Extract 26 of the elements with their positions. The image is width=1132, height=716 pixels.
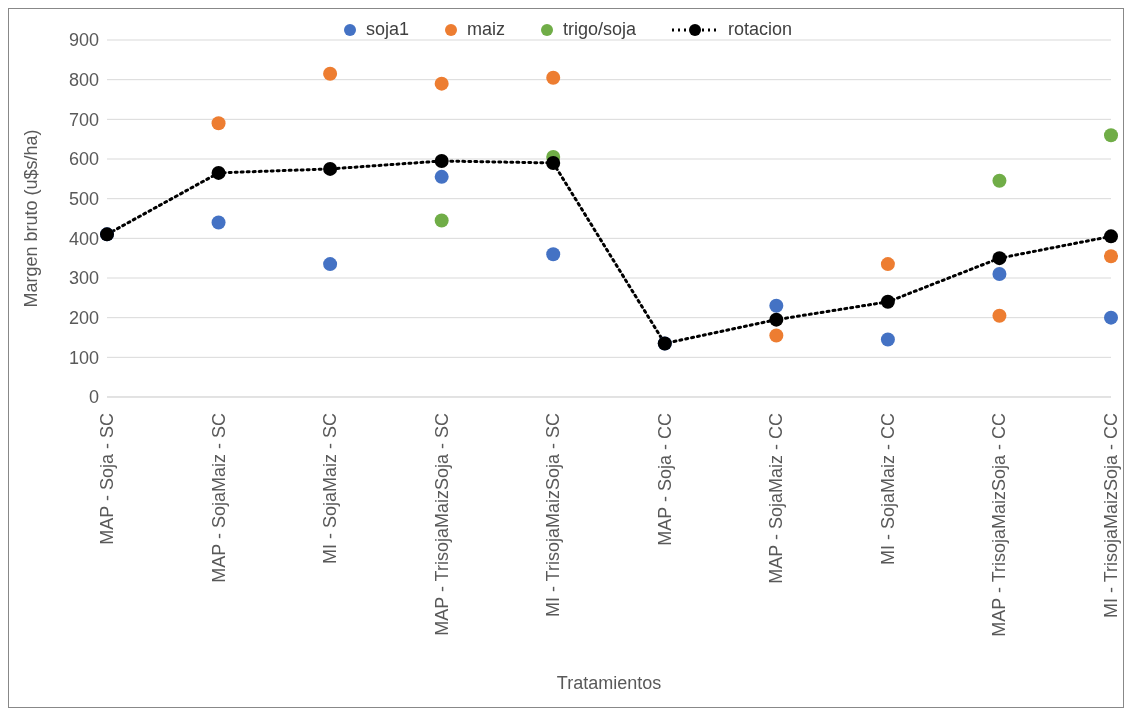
x-tick-label: MAP - SojaMaiz - CC xyxy=(766,413,787,584)
y-tick-label: 500 xyxy=(68,189,99,210)
y-tick-label: 700 xyxy=(68,109,99,130)
legend-label: soja1 xyxy=(365,19,409,40)
x-tick-label: MI - SojaMaiz - SC xyxy=(320,413,341,565)
x-axis-title: Tratamientos xyxy=(556,673,662,693)
y-tick-label: 600 xyxy=(68,149,99,170)
x-tick-label: MI - TrisojaMaizSoja - CC xyxy=(1101,413,1121,619)
y-tick-label: 0 xyxy=(88,387,99,408)
x-tick-label: MAP - TrisojaMaizSoja - CC xyxy=(989,413,1010,637)
legend-label: rotacion xyxy=(728,19,793,40)
y-tick-label: 200 xyxy=(68,308,99,329)
y-axis-title: Margen bruto (u$s/ha) xyxy=(21,129,42,308)
y-tick-label: 800 xyxy=(68,70,99,91)
x-tick-label: MAP - Soja - CC xyxy=(654,413,675,546)
x-tick-label: MI - SojaMaiz - CC xyxy=(877,413,898,566)
x-tick-label: MAP - SojaMaiz - SC xyxy=(208,413,229,583)
y-tick-label: 400 xyxy=(68,228,99,249)
legend-label: maiz xyxy=(466,19,505,40)
x-tick-label: MAP - TrisojaMaizSoja - SC xyxy=(431,413,452,636)
y-tick-label: 100 xyxy=(68,347,99,368)
y-tick-label: 900 xyxy=(68,30,99,51)
legend-label: trigo/soja xyxy=(562,19,637,40)
y-tick-label: 300 xyxy=(68,268,99,289)
x-tick-label: MAP - Soja - SC xyxy=(97,413,117,545)
x-tick-label: MI - TrisojaMaizSoja - SC xyxy=(543,413,564,618)
